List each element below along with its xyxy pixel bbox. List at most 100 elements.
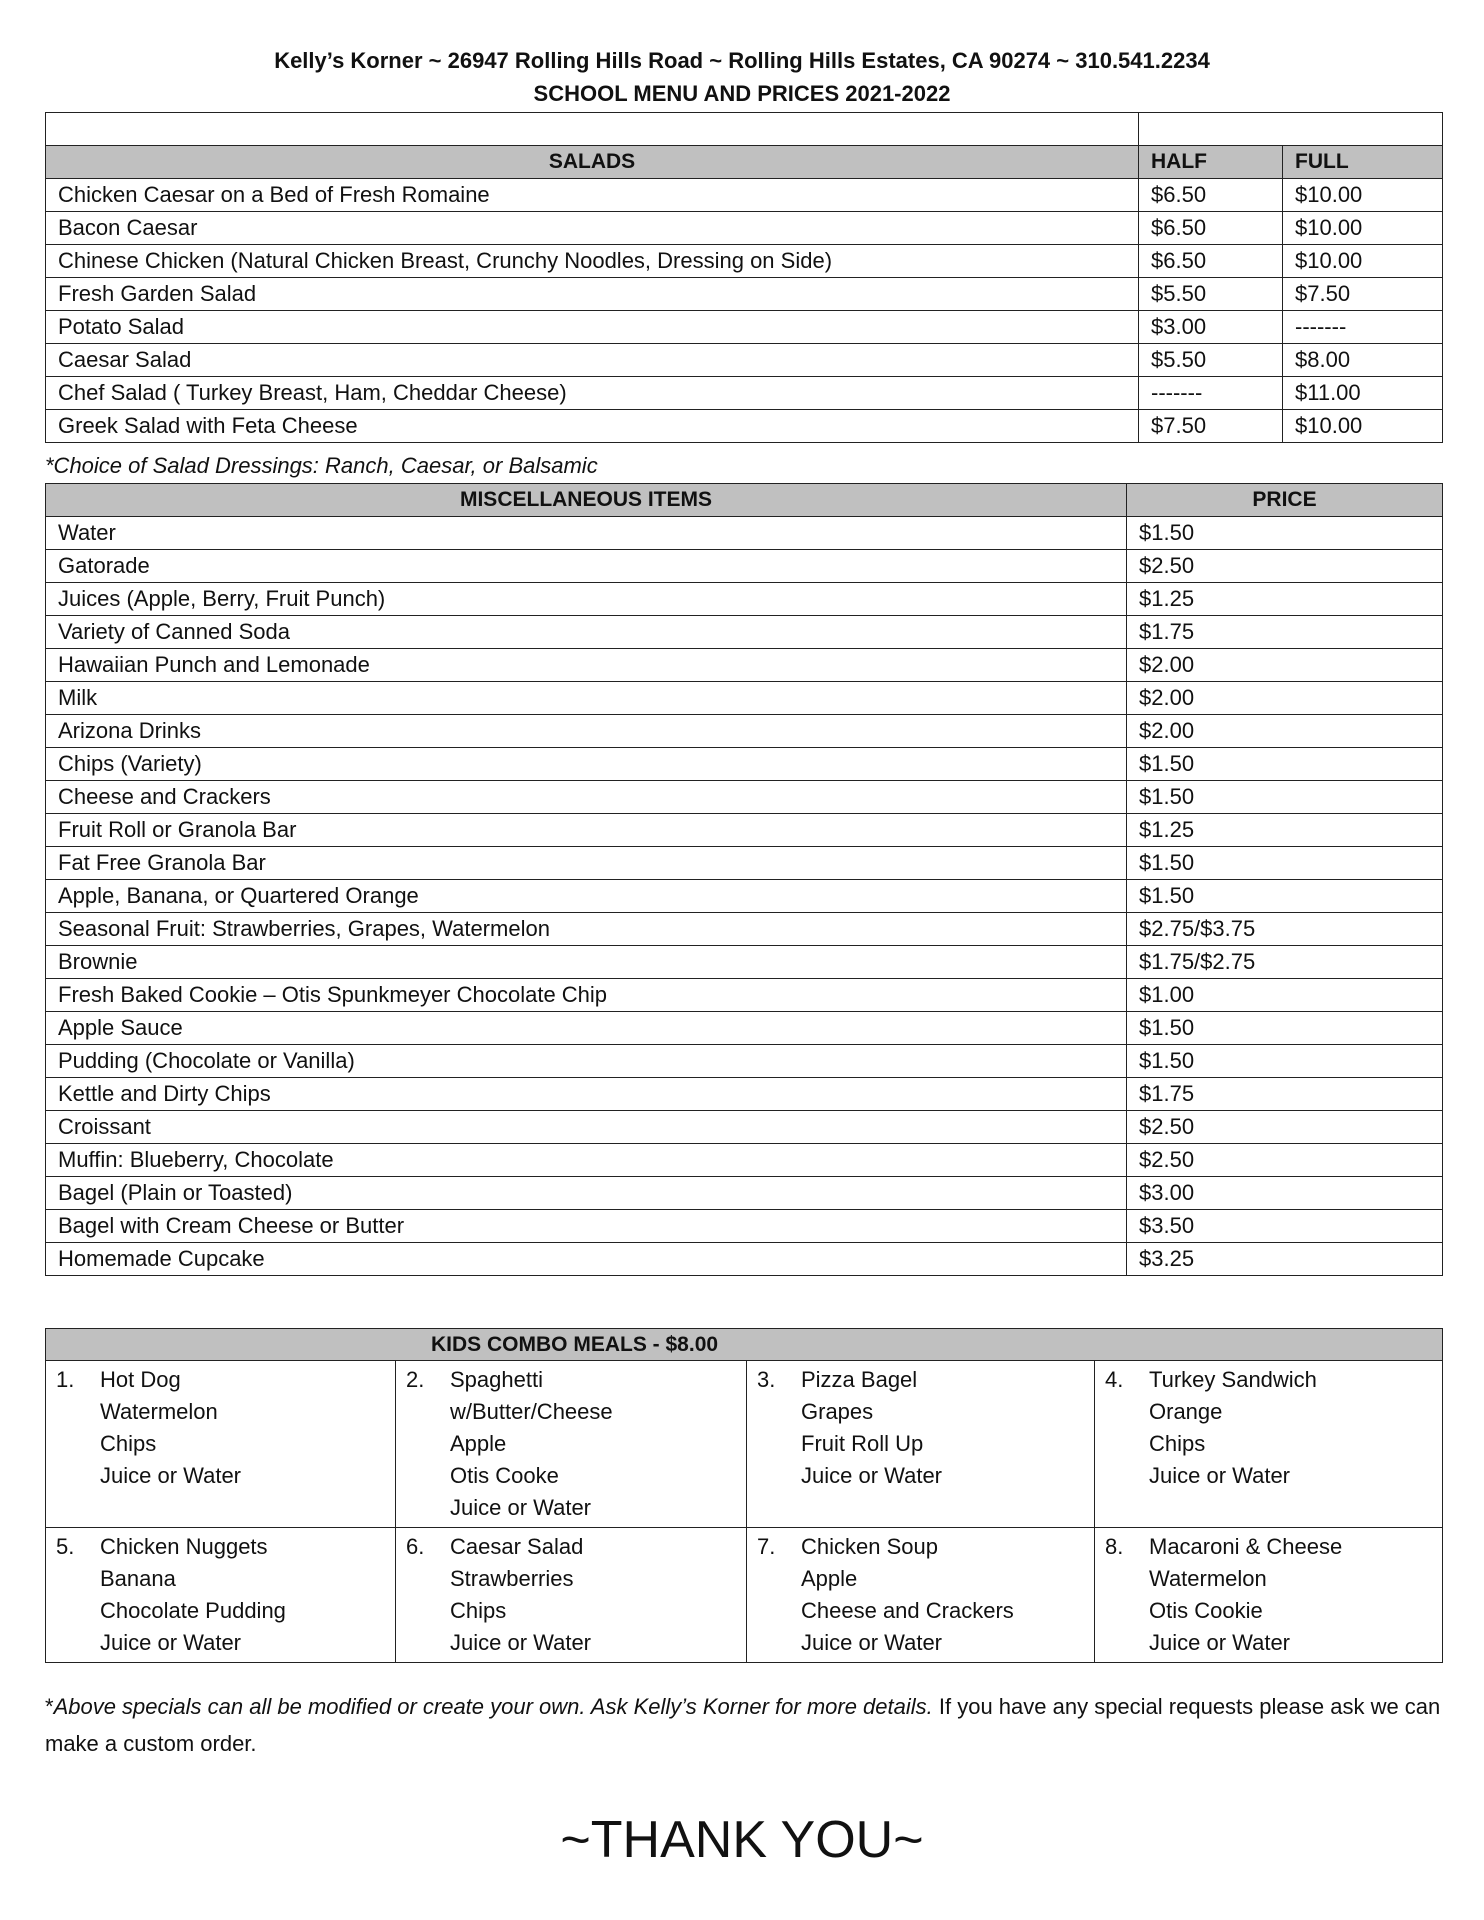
misc-item-price: $3.00 — [1126, 1176, 1443, 1210]
combo-item: 4. Turkey Sandwich — [1105, 1364, 1432, 1396]
salads-header: SALADS HALF FULL — [45, 145, 1443, 179]
combo-item: 6. Caesar Salad — [406, 1531, 736, 1563]
combo-item: 3. Pizza Bagel — [757, 1364, 1084, 1396]
menu-title: SCHOOL MENU AND PRICES 2021-2022 — [533, 81, 951, 106]
salad-full-price: $11.00 — [1282, 376, 1443, 410]
misc-item-price: $2.50 — [1126, 1143, 1443, 1177]
combo-meal: 3. Pizza Bagel Grapes Fruit Roll Up Juice or… — [746, 1360, 1095, 1528]
misc-item-name: Pudding (Chocolate or Vanilla) — [45, 1044, 1127, 1078]
combo-item: Otis Cookie — [1149, 1598, 1263, 1623]
misc-item-price: $2.75/$3.75 — [1126, 912, 1443, 946]
salad-row: Bacon Caesar $6.50 $10.00 — [45, 211, 1443, 245]
misc-item-name: Milk — [45, 681, 1127, 715]
combo-item: Chocolate Pudding — [100, 1598, 286, 1623]
misc-item-price: $1.50 — [1126, 747, 1443, 781]
misc-item-price: $2.00 — [1126, 681, 1443, 715]
misc-item-name: Juices (Apple, Berry, Fruit Punch) — [45, 582, 1127, 616]
combo-item: Juice or Water — [100, 1463, 242, 1488]
blank-row — [45, 112, 1443, 146]
salad-row: Chicken Caesar on a Bed of Fresh Romaine… — [45, 178, 1443, 212]
misc-row: Water $1.50 — [45, 516, 1443, 550]
salad-full-price: $10.00 — [1282, 244, 1443, 278]
misc-row: Brownie $1.75/$2.75 — [45, 945, 1443, 979]
combo-item: Chips — [1149, 1431, 1206, 1456]
misc-row: Bagel (Plain or Toasted) $3.00 — [45, 1176, 1443, 1210]
misc-row: Fruit Roll or Granola Bar $1.25 — [45, 813, 1443, 847]
misc-item-price: $1.50 — [1126, 846, 1443, 880]
combo-title: KIDS COMBO MEALS - $8.00 — [45, 1328, 1443, 1361]
combo-item-text: Turkey Sandwich — [1149, 1367, 1317, 1392]
salad-row: Chef Salad ( Turkey Breast, Ham, Cheddar… — [45, 376, 1443, 410]
misc-item-name: Fruit Roll or Granola Bar — [45, 813, 1127, 847]
salad-half-price: $5.50 — [1138, 343, 1283, 377]
salad-half-price: $6.50 — [1138, 178, 1283, 212]
misc-row: Fat Free Granola Bar $1.50 — [45, 846, 1443, 880]
combo-item: Apple — [801, 1566, 858, 1591]
salad-half-price: $6.50 — [1138, 244, 1283, 278]
misc-item-name: Gatorade — [45, 549, 1127, 583]
combo-table: KIDS COMBO MEALS - $8.00 1. Hot Dog Waterm… — [45, 1328, 1443, 1663]
combo-item: 2. Spaghetti — [406, 1364, 736, 1396]
dressing-note: *Choice of Salad Dressings: Ranch, Caesa… — [45, 453, 598, 478]
misc-row: Milk $2.00 — [45, 681, 1443, 715]
misc-item-name: Apple, Banana, or Quartered Orange — [45, 879, 1127, 913]
salads-title: SALADS — [45, 145, 1139, 179]
misc-item-name: Fat Free Granola Bar — [45, 846, 1127, 880]
misc-item-price: $1.50 — [1126, 516, 1443, 550]
misc-item-price: $1.75 — [1126, 615, 1443, 649]
misc-row: Muffin: Blueberry, Chocolate $2.50 — [45, 1143, 1443, 1177]
footer-italic: Above specials can all be modified or cr… — [53, 1694, 933, 1719]
misc-item-name: Homemade Cupcake — [45, 1242, 1127, 1276]
salad-name: Caesar Salad — [45, 343, 1139, 377]
misc-item-price: $1.25 — [1126, 813, 1443, 847]
combo-item: Juice or Water — [1149, 1630, 1291, 1655]
combo-item: Watermelon — [100, 1399, 218, 1424]
misc-row: Bagel with Cream Cheese or Butter $3.50 — [45, 1209, 1443, 1243]
combo-item: w/Butter/Cheese — [450, 1399, 613, 1424]
misc-item-name: Apple Sauce — [45, 1011, 1127, 1045]
misc-item-name: Bagel with Cream Cheese or Butter — [45, 1209, 1127, 1243]
combo-item: Juice or Water — [801, 1630, 943, 1655]
misc-row: Fresh Baked Cookie – Otis Spunkmeyer Cho… — [45, 978, 1443, 1012]
misc-row: Juices (Apple, Berry, Fruit Punch) $1.25 — [45, 582, 1443, 616]
combo-item-text: Macaroni & Cheese — [1149, 1534, 1343, 1559]
misc-item-name: Brownie — [45, 945, 1127, 979]
salad-row: Fresh Garden Salad $5.50 $7.50 — [45, 277, 1443, 311]
misc-item-name: Kettle and Dirty Chips — [45, 1077, 1127, 1111]
salad-half-price: $5.50 — [1138, 277, 1283, 311]
combo-meal: 8. Macaroni & Cheese Watermelon Otis Cookie… — [1094, 1527, 1443, 1663]
combo-number: 8. — [1105, 1534, 1124, 1559]
misc-item-price: $1.00 — [1126, 978, 1443, 1012]
misc-row: Pudding (Chocolate or Vanilla) $1.50 — [45, 1044, 1443, 1078]
combo-item-text: Spaghetti — [450, 1367, 543, 1392]
salad-full-price: $7.50 — [1282, 277, 1443, 311]
salad-name: Chicken Caesar on a Bed of Fresh Romaine — [45, 178, 1139, 212]
combo-item: Fruit Roll Up — [801, 1431, 924, 1456]
misc-title: MISCELLANEOUS ITEMS — [45, 483, 1127, 517]
salad-name: Fresh Garden Salad — [45, 277, 1139, 311]
combo-item: Orange — [1149, 1399, 1223, 1424]
combo-item: Otis Cooke — [450, 1463, 559, 1488]
combo-item-text: Pizza Bagel — [801, 1367, 918, 1392]
misc-row: Apple Sauce $1.50 — [45, 1011, 1443, 1045]
salad-name: Bacon Caesar — [45, 211, 1139, 245]
combo-item: Juice or Water — [450, 1630, 592, 1655]
combo-item: Chips — [100, 1431, 157, 1456]
misc-row: Kettle and Dirty Chips $1.75 — [45, 1077, 1443, 1111]
misc-item-price: $1.50 — [1126, 1011, 1443, 1045]
footer-plain: If you have any special requests please … — [45, 1694, 1441, 1756]
salad-row: Greek Salad with Feta Cheese $7.50 $10.00 — [45, 409, 1443, 443]
combo-item-text: Hot Dog — [100, 1367, 181, 1392]
misc-item-name: Cheese and Crackers — [45, 780, 1127, 814]
combo-item-text: Chicken Nuggets — [100, 1534, 268, 1559]
combo-item: Apple — [450, 1431, 507, 1456]
salad-name: Chinese Chicken (Natural Chicken Breast,… — [45, 244, 1139, 278]
salad-full-price: ------- — [1282, 310, 1443, 344]
misc-item-name: Seasonal Fruit: Strawberries, Grapes, Wa… — [45, 912, 1127, 946]
misc-item-name: Fresh Baked Cookie – Otis Spunkmeyer Cho… — [45, 978, 1127, 1012]
combo-item: Watermelon — [1149, 1566, 1267, 1591]
combo-meal: 4. Turkey Sandwich Orange Chips Juice or Wat… — [1094, 1360, 1443, 1528]
misc-row: Seasonal Fruit: Strawberries, Grapes, Wa… — [45, 912, 1443, 946]
business-info: Kelly’s Korner ~ 26947 Rolling Hills Roa… — [274, 48, 1210, 73]
